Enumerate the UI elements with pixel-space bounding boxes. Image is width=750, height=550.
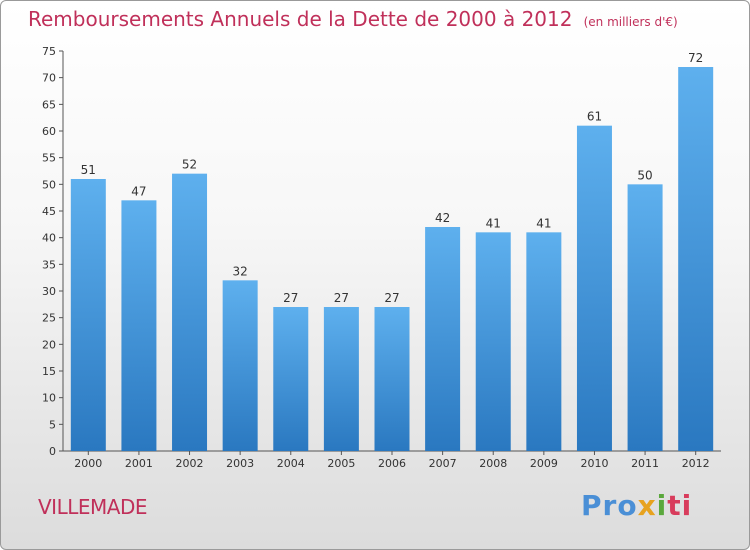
bar-2008 xyxy=(475,232,511,451)
data-label: 27 xyxy=(384,291,399,305)
x-tick-label: 2002 xyxy=(176,457,204,470)
y-tick-label: 70 xyxy=(42,72,56,85)
y-tick-label: 15 xyxy=(42,365,56,378)
y-tick-label: 50 xyxy=(42,178,56,191)
bar-2001 xyxy=(121,200,157,451)
y-tick-label: 55 xyxy=(42,152,56,165)
x-tick-label: 2003 xyxy=(226,457,254,470)
chart-title: Remboursements Annuels de la Dette de 20… xyxy=(28,7,678,31)
bar-2011 xyxy=(627,184,663,452)
bar-2007 xyxy=(425,227,461,451)
x-tick-label: 2009 xyxy=(530,457,558,470)
data-label: 27 xyxy=(283,291,298,305)
unit-note: (en milliers d'€) xyxy=(583,15,678,29)
logo-part-1: Pro xyxy=(581,489,638,522)
data-labels: 51 47 52 32 27 27 27 42 41 41 61 50 72 xyxy=(81,51,704,305)
x-tick-label: 2012 xyxy=(682,457,710,470)
x-tick-label: 2008 xyxy=(479,457,507,470)
y-tick-label: 10 xyxy=(42,392,56,405)
bar-2012 xyxy=(678,67,714,451)
y-tick-label: 25 xyxy=(42,312,56,325)
y-tick-label: 35 xyxy=(42,258,56,271)
axes: 0 5 10 15 20 25 30 35 40 45 50 55 60 65 70 75 2000 2001 20… xyxy=(42,45,721,470)
bar-2006 xyxy=(374,307,410,451)
title-text: Remboursements Annuels de la Dette de 20… xyxy=(28,7,573,31)
data-label: 52 xyxy=(182,158,197,172)
data-label: 50 xyxy=(637,168,652,182)
data-label: 61 xyxy=(587,110,602,124)
proxiti-logo: Proxiti xyxy=(581,489,692,522)
data-label: 41 xyxy=(486,216,501,230)
x-tick-label: 2011 xyxy=(631,457,659,470)
x-tick-label: 2001 xyxy=(125,457,153,470)
y-tick-label: 45 xyxy=(42,205,56,218)
data-label: 47 xyxy=(131,184,146,198)
y-tick-label: 60 xyxy=(42,125,56,138)
bar-2002 xyxy=(172,173,208,451)
bar-2003 xyxy=(222,280,258,451)
place-name: VILLEMADE xyxy=(38,495,147,519)
y-tick-label: 0 xyxy=(49,445,56,458)
y-tick-label: 40 xyxy=(42,232,56,245)
x-tick-label: 2005 xyxy=(327,457,355,470)
data-label: 51 xyxy=(81,163,96,177)
y-tick-label: 30 xyxy=(42,285,56,298)
y-tick-label: 65 xyxy=(42,98,56,111)
y-tick-label: 5 xyxy=(49,418,56,431)
bar-2005 xyxy=(323,307,359,451)
data-label: 27 xyxy=(334,291,349,305)
x-tick-label: 2006 xyxy=(378,457,406,470)
x-tick-label: 2007 xyxy=(429,457,457,470)
bar-2009 xyxy=(526,232,562,451)
bars xyxy=(70,67,714,452)
y-tick-label: 20 xyxy=(42,338,56,351)
data-label: 41 xyxy=(536,216,551,230)
bar-2010 xyxy=(576,125,612,452)
x-tick-label: 2010 xyxy=(580,457,608,470)
bar-2000 xyxy=(70,179,106,451)
logo-part-3: i xyxy=(656,489,668,522)
x-tick-label: 2000 xyxy=(74,457,102,470)
logo-part-2: x xyxy=(637,489,657,522)
logo-part-4: ti xyxy=(667,489,693,522)
y-tick-label: 75 xyxy=(42,45,56,58)
data-label: 72 xyxy=(688,51,703,65)
bar-2004 xyxy=(273,307,309,451)
data-label: 32 xyxy=(233,264,248,278)
data-label: 42 xyxy=(435,211,450,225)
x-tick-label: 2004 xyxy=(277,457,305,470)
